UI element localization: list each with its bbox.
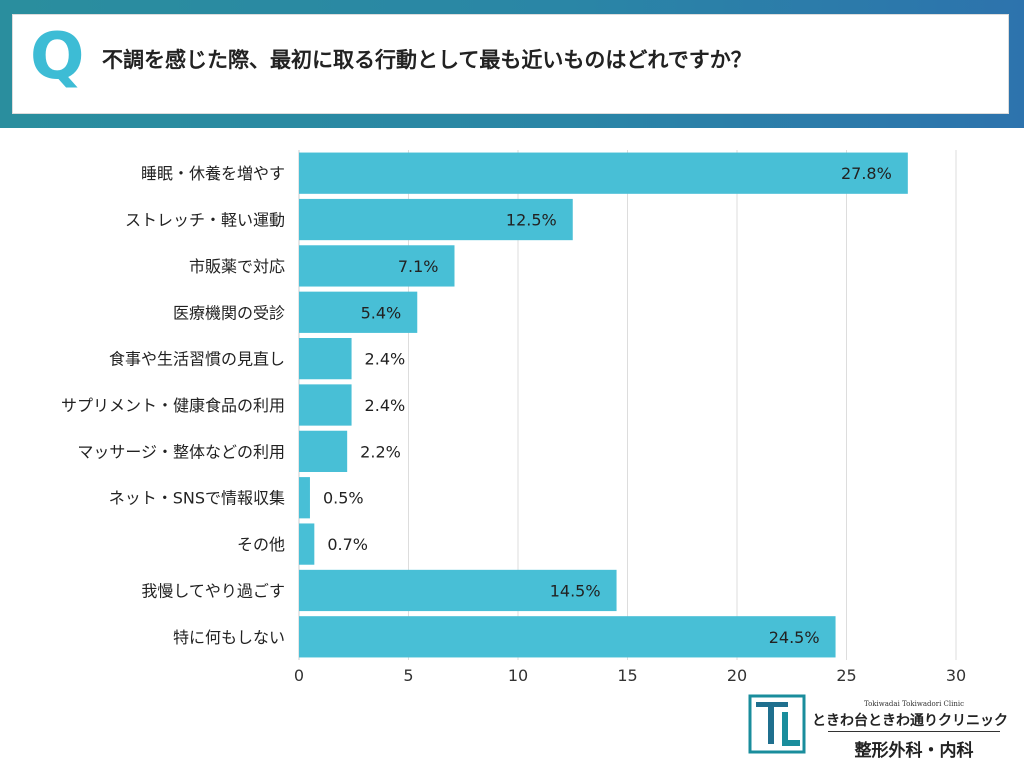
bar [299,523,315,565]
q-mark: Q [30,20,85,94]
data-label: 14.5% [550,581,601,600]
x-tick-label: 5 [403,666,413,685]
category-label: その他 [237,535,285,554]
category-label: 食事や生活習慣の見直し [109,350,285,369]
data-label: 2.4% [365,350,406,369]
logo-department: 整形外科・内科 [854,741,974,761]
data-label: 5.4% [361,303,402,322]
data-label: 7.1% [398,257,439,276]
bar [299,338,352,380]
bar [299,569,617,612]
bar [299,198,573,241]
x-tick-label: 15 [617,666,637,685]
x-tick-label: 10 [508,666,528,685]
category-label: ネット・SNSで情報収集 [109,489,285,508]
question-title: 不調を感じた際、最初に取る行動として最も近いものはどれですか？ [102,48,752,72]
bar [299,430,348,472]
x-tick-label: 0 [294,666,304,685]
bar [299,384,352,426]
bar [299,616,836,658]
question-box [12,14,1009,114]
bar [299,291,418,333]
x-tick-label: 25 [836,666,856,685]
x-tick-label: 20 [727,666,747,685]
logo-divider [828,731,1000,732]
data-label: 12.5% [506,211,557,230]
category-label: 睡眠・休養を増やす [141,164,285,183]
category-label: 我慢してやり過ごす [141,581,285,600]
category-label: マッサージ・整体などの利用 [77,442,285,461]
data-label: 27.8% [841,164,892,183]
data-label: 0.7% [327,535,368,554]
x-tick-label: 30 [946,666,966,685]
tt-monogram-icon [748,694,806,754]
category-label: サプリメント・健康食品の利用 [61,396,285,415]
logo-subtitle: Tokiwadai Tokiwadori Clinic [863,700,965,708]
data-label: 2.4% [365,396,406,415]
bar-chart: 0 5 10 15 20 25 30 睡眠・休養を増やす 27.8% ストレッチ・軽い運動 12.5… [61,150,966,685]
data-label: 2.2% [360,442,401,461]
data-label: 0.5% [323,489,364,508]
category-label: ストレッチ・軽い運動 [125,211,285,230]
bar [299,152,908,194]
bar [299,245,455,287]
logo-name: ときわ台ときわ通りクリニック [812,713,1008,729]
category-label: 市販薬で対応 [189,257,285,276]
category-label: 特に何もしない [173,628,285,647]
category-label: 医療機関の受診 [173,303,285,322]
bar [299,477,310,519]
data-label: 24.5% [769,628,820,647]
